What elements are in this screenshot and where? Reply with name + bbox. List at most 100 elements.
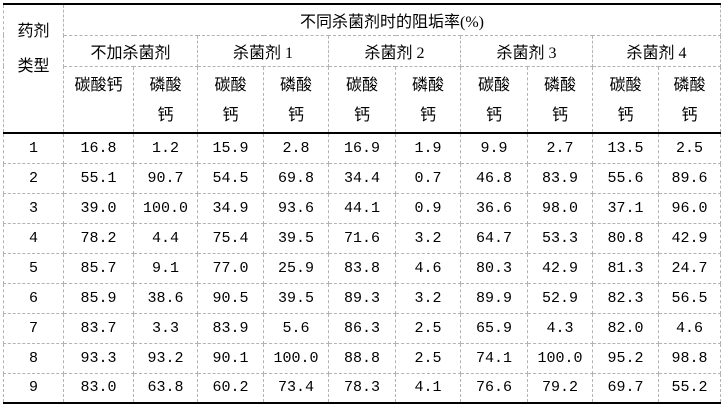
- value-cell: 39.5: [263, 282, 329, 314]
- value-cell: 39.5: [263, 222, 329, 254]
- table-row: 2 55.1 90.7 54.5 69.8 34.4 0.7 46.8 83.9 55.6 89.6: [3, 162, 721, 194]
- value-cell: 98.0: [527, 192, 593, 224]
- value-cell: 73.4: [263, 372, 329, 404]
- value-cell: 44.1: [328, 192, 396, 224]
- row-label-cell: 1: [3, 132, 64, 164]
- value-cell: 64.7: [460, 222, 528, 254]
- value-cell: 69.7: [592, 372, 659, 404]
- value-cell: 83.8: [328, 252, 396, 284]
- sub-header-calcium-carbonate: 碳酸钙: [63, 65, 134, 134]
- table-body: 1 16.8 1.2 15.9 2.8 16.9 1.9 9.9 2.7 13.5 2.5 2 55.1…: [3, 132, 721, 404]
- value-cell: 55.2: [658, 372, 721, 404]
- sub-header-calcium-carbonate: 碳酸 钙: [592, 65, 659, 134]
- value-cell: 34.9: [197, 192, 264, 224]
- sub-header-calcium-carbonate: 碳酸 钙: [328, 65, 396, 134]
- value-cell: 4.6: [658, 312, 721, 344]
- sub-header-calcium-phosphate: 磷酸 钙: [133, 65, 198, 134]
- header-row-subcolumns: 碳酸钙 磷酸 钙 碳酸 钙 磷酸 钙 碳酸 钙 磷酸 钙 碳酸 钙 磷酸 钙 碳…: [4, 65, 721, 134]
- sub-header-calcium-carbonate: 碳酸 钙: [460, 65, 528, 134]
- value-cell: 78.2: [63, 222, 134, 254]
- value-cell: 2.5: [395, 312, 461, 344]
- value-cell: 2.5: [658, 132, 721, 164]
- value-cell: 85.7: [63, 252, 134, 284]
- table-row: 5 85.7 9.1 77.0 25.9 83.8 4.6 80.3 42.9 81.3 24.7: [3, 252, 721, 284]
- value-cell: 4.4: [133, 222, 198, 254]
- value-cell: 76.6: [460, 372, 528, 404]
- value-cell: 24.7: [658, 252, 721, 284]
- group-header-no-bactericide: 不加杀菌剂: [63, 34, 198, 67]
- header-row-main: 药剂 类型 不同杀菌剂时的阻垢率(%): [3, 3, 721, 134]
- value-cell: 71.6: [328, 222, 396, 254]
- value-cell: 42.9: [527, 252, 593, 284]
- value-cell: 2.5: [395, 342, 461, 374]
- table-row: 9 83.0 63.8 60.2 73.4 78.3 4.1 76.6 79.2 69.7 55.2: [3, 372, 721, 404]
- value-cell: 100.0: [263, 342, 329, 374]
- value-cell: 42.9: [658, 222, 721, 254]
- sub-header-calcium-phosphate: 磷酸 钙: [395, 65, 461, 134]
- value-cell: 74.1: [460, 342, 528, 374]
- value-cell: 52.9: [527, 282, 593, 314]
- main-header-inhibition-rate: 不同杀菌剂时的阻垢率(%): [63, 3, 721, 36]
- value-cell: 3.2: [395, 282, 461, 314]
- value-cell: 53.3: [527, 222, 593, 254]
- value-cell: 4.6: [395, 252, 461, 284]
- table-row: 4 78.2 4.4 75.4 39.5 71.6 3.2 64.7 53.3 80.8 42.9: [3, 222, 721, 254]
- value-cell: 95.2: [592, 342, 659, 374]
- value-cell: 13.5: [592, 132, 659, 164]
- value-cell: 1.9: [395, 132, 461, 164]
- value-cell: 5.6: [263, 312, 329, 344]
- value-cell: 1.2: [133, 132, 198, 164]
- value-cell: 93.3: [63, 342, 134, 374]
- value-cell: 82.0: [592, 312, 659, 344]
- value-cell: 65.9: [460, 312, 528, 344]
- value-cell: 3.3: [133, 312, 198, 344]
- row-label-cell: 5: [3, 252, 64, 284]
- value-cell: 2.8: [263, 132, 329, 164]
- value-cell: 83.9: [527, 162, 593, 194]
- value-cell: 83.7: [63, 312, 134, 344]
- value-cell: 89.6: [658, 162, 721, 194]
- group-header-bactericide-4: 杀菌剂 4: [592, 34, 721, 67]
- value-cell: 9.1: [133, 252, 198, 284]
- value-cell: 78.3: [328, 372, 396, 404]
- value-cell: 90.1: [197, 342, 264, 374]
- row-label-cell: 8: [3, 342, 64, 374]
- sub-header-calcium-phosphate: 磷酸 钙: [263, 65, 329, 134]
- value-cell: 0.7: [395, 162, 461, 194]
- sub-header-calcium-phosphate: 磷酸 钙: [527, 65, 593, 134]
- row-label-cell: 6: [3, 282, 64, 314]
- value-cell: 9.9: [460, 132, 528, 164]
- value-cell: 56.5: [658, 282, 721, 314]
- sub-header-calcium-phosphate: 磷酸 钙: [658, 65, 721, 134]
- row-label-cell: 7: [3, 312, 64, 344]
- value-cell: 4.3: [527, 312, 593, 344]
- group-header-bactericide-3: 杀菌剂 3: [460, 34, 593, 67]
- value-cell: 46.8: [460, 162, 528, 194]
- row-label-cell: 3: [3, 192, 64, 224]
- group-header-bactericide-2: 杀菌剂 2: [328, 34, 461, 67]
- value-cell: 39.0: [63, 192, 134, 224]
- table-row: 7 83.7 3.3 83.9 5.6 86.3 2.5 65.9 4.3 82.0 4.6: [3, 312, 721, 344]
- value-cell: 15.9: [197, 132, 264, 164]
- value-cell: 96.0: [658, 192, 721, 224]
- value-cell: 85.9: [63, 282, 134, 314]
- value-cell: 100.0: [133, 192, 198, 224]
- row-label-cell: 9: [3, 372, 64, 404]
- value-cell: 38.6: [133, 282, 198, 314]
- table-row: 8 93.3 93.2 90.1 100.0 88.8 2.5 74.1 100.0 95.2 98…: [3, 342, 721, 374]
- value-cell: 86.3: [328, 312, 396, 344]
- value-cell: 90.5: [197, 282, 264, 314]
- value-cell: 37.1: [592, 192, 659, 224]
- value-cell: 98.8: [658, 342, 721, 374]
- document-page: 药剂 类型 不同杀菌剂时的阻垢率(%) 不加杀菌剂 杀菌剂 1 杀菌剂 2 杀菌…: [3, 3, 721, 404]
- value-cell: 3.2: [395, 222, 461, 254]
- value-cell: 79.2: [527, 372, 593, 404]
- value-cell: 82.3: [592, 282, 659, 314]
- table-row: 3 39.0 100.0 34.9 93.6 44.1 0.9 36.6 98.0 37.1 96.…: [3, 192, 721, 224]
- row-label-cell: 2: [3, 162, 64, 194]
- value-cell: 81.3: [592, 252, 659, 284]
- value-cell: 36.6: [460, 192, 528, 224]
- value-cell: 89.3: [328, 282, 396, 314]
- group-header-bactericide-1: 杀菌剂 1: [197, 34, 329, 67]
- value-cell: 63.8: [133, 372, 198, 404]
